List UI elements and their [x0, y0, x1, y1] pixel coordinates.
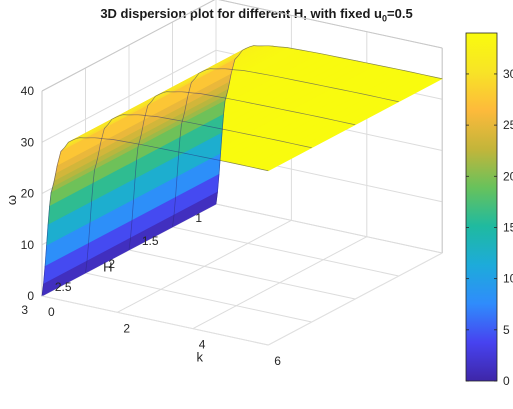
x-tick-label: 0 [48, 305, 55, 319]
floor-edge [41, 295, 269, 346]
grid-line [128, 249, 356, 300]
colorbar: 0 5 10 15 20 25 30 [465, 32, 513, 388]
x-tick-label: 6 [274, 354, 281, 368]
box-edge [218, 0, 443, 49]
colorbar-tick-label: 25 [503, 118, 513, 132]
floor-edge [267, 252, 443, 346]
z-tick-label: 0 [27, 289, 34, 303]
z-tick-label: 40 [21, 84, 35, 98]
y-tick-label: 1 [195, 211, 202, 225]
surface-mesh-line [41, 137, 269, 297]
y-axis-label: H [103, 260, 112, 275]
x-axis-label: k [196, 349, 203, 364]
y-tick-label: 2.5 [55, 280, 72, 294]
surface-mesh-line [85, 114, 312, 274]
colorbar-tick-label: 10 [503, 272, 513, 286]
z-axis-label: ω [4, 195, 19, 205]
z-tick-label: 30 [21, 135, 35, 149]
colorbar-tick-label: 15 [503, 220, 513, 234]
colorbar-bar [465, 32, 498, 382]
surface-mesh-line [172, 68, 399, 228]
z-tick-label: 20 [21, 187, 35, 201]
colorbar-tick-label: 20 [503, 169, 513, 183]
x-tick-label: 2 [123, 321, 130, 335]
y-tick-label: 2 [108, 257, 115, 271]
axes [41, 252, 443, 346]
box-edge [41, 0, 216, 92]
colorbar-tick-label: 0 [503, 374, 510, 388]
x-tick-label: 4 [199, 338, 206, 352]
colorbar-tick-label: 5 [503, 323, 510, 337]
grid-line [172, 226, 399, 277]
surface-mesh-line [215, 45, 443, 205]
grid-line [85, 272, 312, 323]
colorbar-tick-label: 30 [503, 67, 513, 81]
y-tick-label: 1.5 [142, 234, 159, 248]
surface-mesh-line [128, 91, 356, 251]
grid-line [215, 203, 443, 254]
y-tick-label: 3 [21, 303, 28, 317]
chart-title: 3D dispersion plot for different H, with… [100, 6, 413, 24]
surface [41, 45, 444, 297]
z-tick-label: 10 [21, 238, 35, 252]
